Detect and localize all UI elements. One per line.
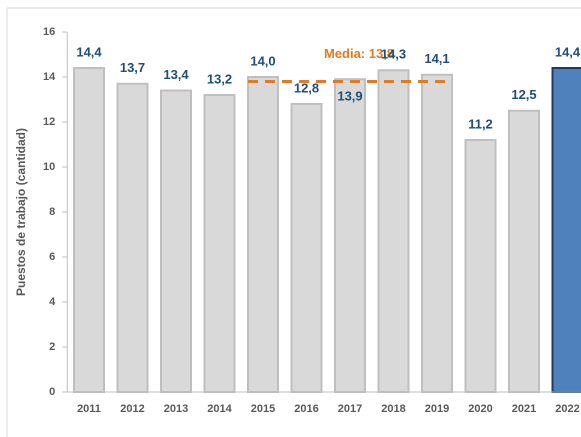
y-tick-label: 16: [43, 26, 55, 38]
x-tick-label: 2016: [294, 403, 318, 415]
x-tick-label: 2018: [381, 403, 405, 415]
value-label: 13,9: [337, 89, 362, 104]
bar: [160, 89, 192, 393]
y-tick-label: 2: [49, 341, 55, 353]
x-tick-label: 2011: [77, 403, 101, 415]
bar: [73, 67, 105, 393]
bar: [290, 103, 323, 393]
value-label: 14,3: [381, 47, 406, 62]
value-label: 14,0: [250, 53, 275, 68]
x-tick-label: 2012: [120, 403, 144, 415]
y-tick-label: 12: [43, 116, 55, 128]
bar: [116, 82, 149, 393]
y-tick-label: 14: [43, 71, 56, 83]
y-tick-label: 8: [49, 206, 55, 218]
x-tick-label: 2021: [512, 403, 536, 415]
bar: [334, 78, 366, 393]
bar: [421, 73, 453, 393]
y-tick-label: 10: [43, 161, 55, 173]
value-label: 13,2: [207, 71, 232, 86]
mean-label: Media: 13,8: [324, 46, 394, 61]
value-label: 14,4: [555, 44, 581, 59]
bar: [377, 69, 410, 393]
value-label: 12,8: [294, 80, 319, 95]
x-tick-label: 2013: [164, 403, 188, 415]
bar: [247, 76, 279, 393]
value-label: 14,4: [76, 44, 102, 59]
bar: [464, 139, 497, 393]
x-tick-label: 2015: [251, 403, 275, 415]
bar: [203, 94, 236, 393]
value-label: 13,7: [120, 60, 145, 75]
bar: [508, 109, 540, 393]
value-label: 13,4: [163, 67, 189, 82]
value-label: 12,5: [511, 87, 536, 102]
bar: [551, 67, 581, 393]
y-axis-label: Puestos de trabajo (cantidad): [14, 128, 28, 296]
x-tick-label: 2014: [207, 403, 232, 415]
y-tick-label: 0: [49, 386, 55, 398]
x-tick-label: 2019: [425, 403, 449, 415]
x-tick-label: 2022: [555, 403, 579, 415]
y-tick-label: 6: [49, 251, 55, 263]
value-label: 11,2: [468, 116, 493, 131]
x-tick-label: 2017: [338, 403, 362, 415]
value-label: 14,1: [424, 51, 449, 66]
x-tick-label: 2020: [468, 403, 492, 415]
y-tick-label: 4: [49, 296, 56, 308]
